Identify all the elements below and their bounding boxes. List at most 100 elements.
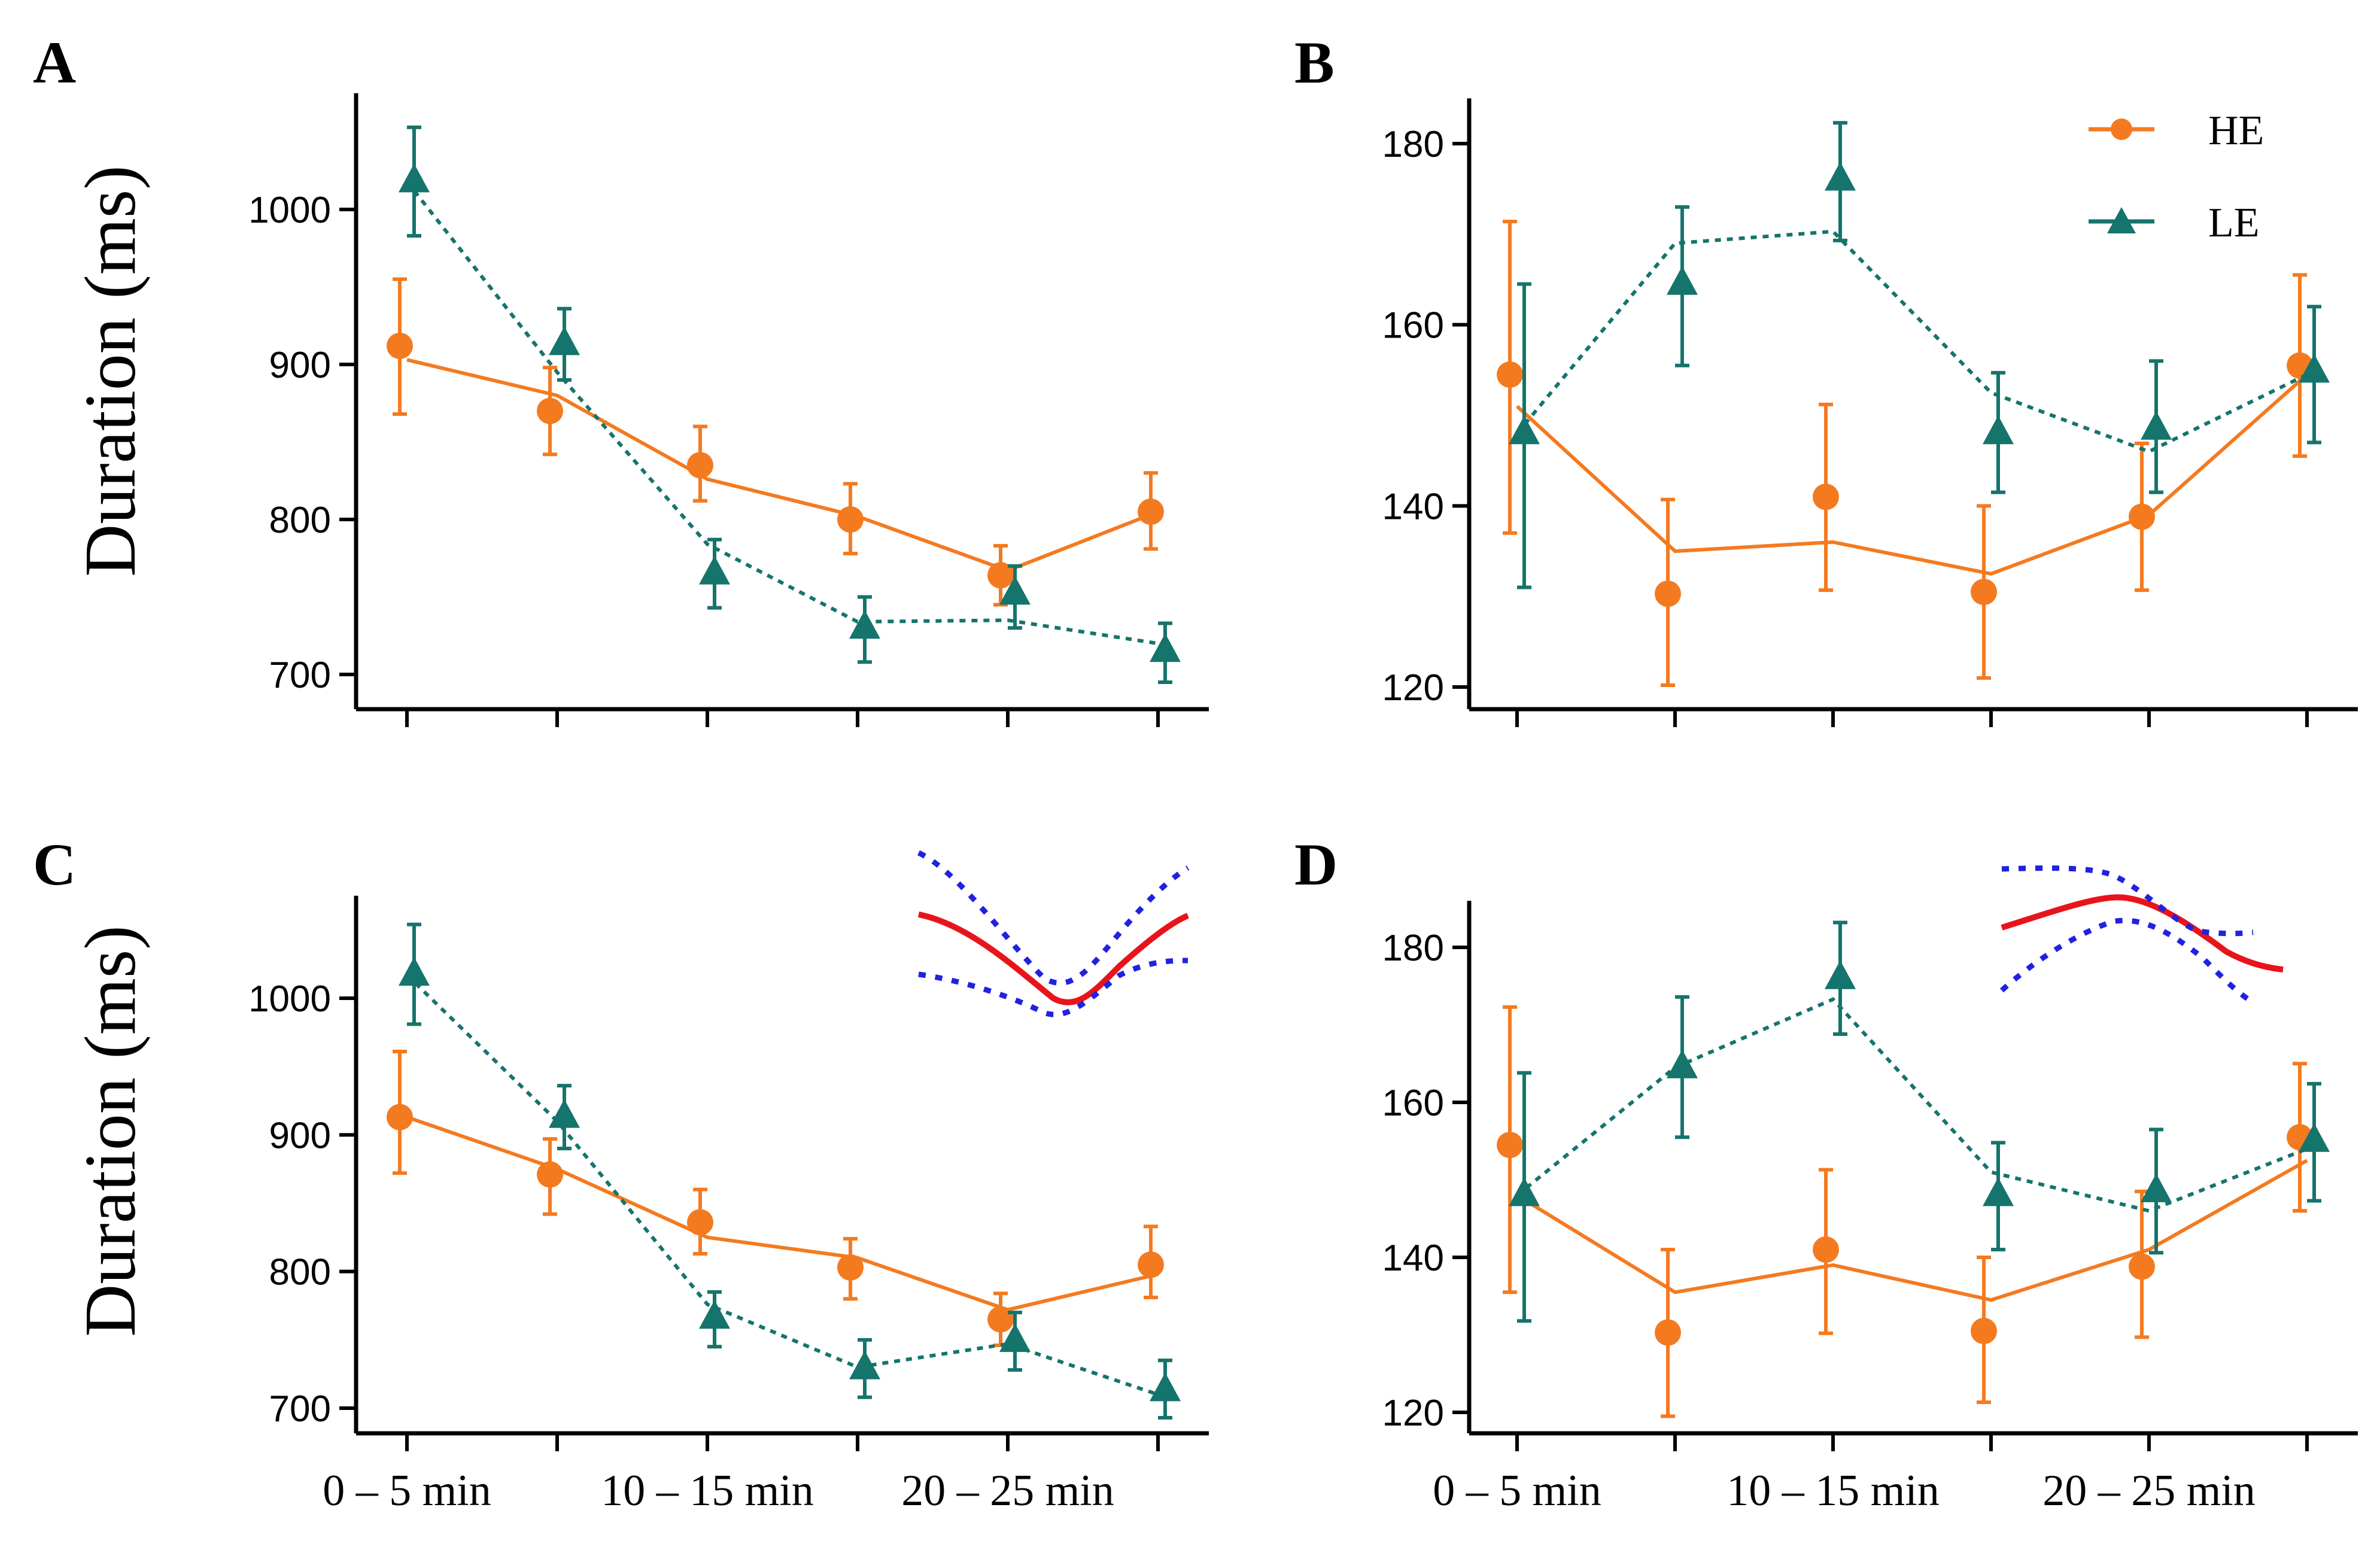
series-he-point <box>1655 581 1681 607</box>
series-le-point <box>999 576 1031 605</box>
series-he-point <box>837 506 864 533</box>
y-axis-title-top: Duration (ms) <box>70 165 151 577</box>
series-le-point <box>1983 1177 2014 1206</box>
legend-entry-le: LE <box>2089 200 2260 246</box>
series-le-line <box>405 180 1159 646</box>
inset-curve-d <box>1999 865 2284 1005</box>
inset-curve-c <box>917 850 1190 1017</box>
series-he-point <box>2129 1253 2155 1280</box>
y-tick-label: 160 <box>1382 305 1444 347</box>
series-he-point <box>1655 1319 1681 1346</box>
series-he-point <box>537 397 563 424</box>
y-tick-label: 160 <box>1382 1083 1444 1124</box>
series-le-point <box>1983 415 2014 445</box>
series-he-point <box>987 562 1014 589</box>
series-le-line <box>1515 229 2308 454</box>
inset-c-ci-lower <box>918 958 1189 1017</box>
series-he-point <box>1971 1318 1997 1345</box>
legend-le-label: LE <box>2208 200 2260 246</box>
y-tick-label: 120 <box>1382 1393 1444 1434</box>
series-he-point <box>687 452 713 479</box>
series-he-point <box>1971 579 1997 606</box>
series-he-point <box>1497 361 1523 388</box>
series-le-point <box>1509 415 1540 445</box>
series-le-point <box>2299 354 2330 383</box>
y-tick-label: 700 <box>269 1388 331 1430</box>
y-tick-label: 180 <box>1382 124 1444 165</box>
series-le-point <box>1667 266 1698 295</box>
series-le-line <box>1516 997 2308 1213</box>
panel-b: 120 140 160 180 <box>1382 98 2358 727</box>
x-tick-label: 10 – 15 min <box>1727 1466 1940 1515</box>
y-tick-label: 900 <box>269 1115 331 1156</box>
series-le-point <box>549 1099 580 1128</box>
series-he-point <box>1497 1132 1523 1159</box>
series-he-line <box>406 358 1159 573</box>
series-le-point <box>849 1350 880 1379</box>
series-he-point <box>537 1161 563 1188</box>
legend-entry-he: HE <box>2089 108 2264 154</box>
panel-letter-a: A <box>33 29 76 96</box>
panel-c: 700 800 900 1000 0 – 5 min 10 – 15 min 20 – 25… <box>248 895 1209 1515</box>
series-he-line <box>1515 373 2308 576</box>
series-le-point <box>699 555 730 585</box>
y-tick-label: 120 <box>1382 667 1444 709</box>
y-tick-label: 180 <box>1382 928 1444 969</box>
series-le-point <box>999 1323 1031 1353</box>
y-tick-label: 140 <box>1382 1238 1444 1279</box>
x-tick-label: 0 – 5 min <box>323 1466 491 1515</box>
series-he-line <box>406 1115 1159 1312</box>
y-tick-label: 800 <box>269 1252 331 1293</box>
legend: HE LE <box>2089 108 2264 246</box>
x-tick-label: 20 – 25 min <box>901 1466 1114 1515</box>
legend-he-label: HE <box>2208 108 2264 154</box>
series-he-line <box>1516 1159 2308 1302</box>
series-le-point <box>1509 1177 1540 1206</box>
legend-he-marker <box>2111 118 2132 140</box>
y-tick-label: 700 <box>269 655 331 696</box>
series-le-point <box>549 326 580 355</box>
legend-le-marker <box>2107 207 2136 233</box>
series-le-point <box>399 957 430 986</box>
series-he-point <box>837 1254 864 1281</box>
series-le-point <box>399 163 430 193</box>
y-tick-label: 900 <box>269 345 331 386</box>
y-axis-title-bottom: Duration (ms) <box>70 925 151 1337</box>
panel-letter-d: D <box>1294 831 1338 898</box>
y-tick-label: 1000 <box>248 190 331 231</box>
panel-letter-b: B <box>1294 29 1335 96</box>
panel-a: 700 800 900 1000 <box>248 93 1209 727</box>
series-he-point <box>1813 1236 1839 1263</box>
series-le-point <box>1150 1372 1181 1402</box>
series-le-point <box>1667 1049 1698 1078</box>
panel-letter-c: C <box>33 831 76 898</box>
series-le-point <box>699 1300 730 1329</box>
inset-c-curve <box>918 911 1189 1005</box>
x-tick-label: 20 – 25 min <box>2042 1466 2256 1515</box>
series-le-line <box>405 974 1159 1397</box>
series-he-point <box>687 1209 713 1236</box>
series-le-point <box>849 610 880 639</box>
series-he-point <box>2129 503 2155 530</box>
x-tick-label: 10 – 15 min <box>601 1466 814 1515</box>
series-le-point <box>2141 1173 2172 1202</box>
series-he-point <box>987 1306 1014 1333</box>
series-le-point <box>2299 1123 2330 1152</box>
series-he-point <box>1138 499 1164 525</box>
series-he-point <box>1813 484 1839 510</box>
series-le-point <box>1825 162 1856 191</box>
series-le-point <box>1825 960 1856 989</box>
y-tick-label: 140 <box>1382 486 1444 527</box>
panel-d: 120 140 160 180 0 – 5 min 10 – 15 min 20 – 25 … <box>1382 901 2358 1515</box>
y-tick-label: 800 <box>269 500 331 541</box>
series-he-point <box>387 1104 413 1130</box>
series-le-point <box>1150 633 1181 662</box>
y-tick-label: 1000 <box>248 978 331 1020</box>
x-tick-label: 0 – 5 min <box>1433 1466 1601 1515</box>
series-he-point <box>1138 1251 1164 1278</box>
inset-d-ci-upper <box>2001 865 2254 937</box>
series-le-point <box>2141 411 2172 440</box>
series-he-point <box>387 332 413 359</box>
inset-c-ci-upper <box>917 850 1190 986</box>
